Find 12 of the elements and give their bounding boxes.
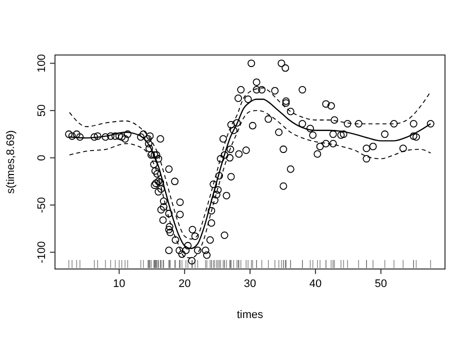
x-axis-title: times [236, 309, 264, 321]
x-tick-label: 50 [374, 278, 388, 290]
y-tick-label: 50 [36, 104, 48, 117]
y-tick-label: -50 [36, 197, 48, 213]
y-tick-label: 0 [36, 154, 48, 161]
x-tick-label: 10 [113, 278, 126, 290]
y-tick-label: 100 [36, 54, 48, 72]
x-tick-label: 20 [178, 278, 191, 290]
y-tick-label: -100 [36, 241, 48, 264]
x-tick-label: 30 [244, 278, 256, 290]
y-axis-title: s(times,8.69) [5, 130, 17, 194]
x-tick-label: 40 [309, 278, 322, 290]
